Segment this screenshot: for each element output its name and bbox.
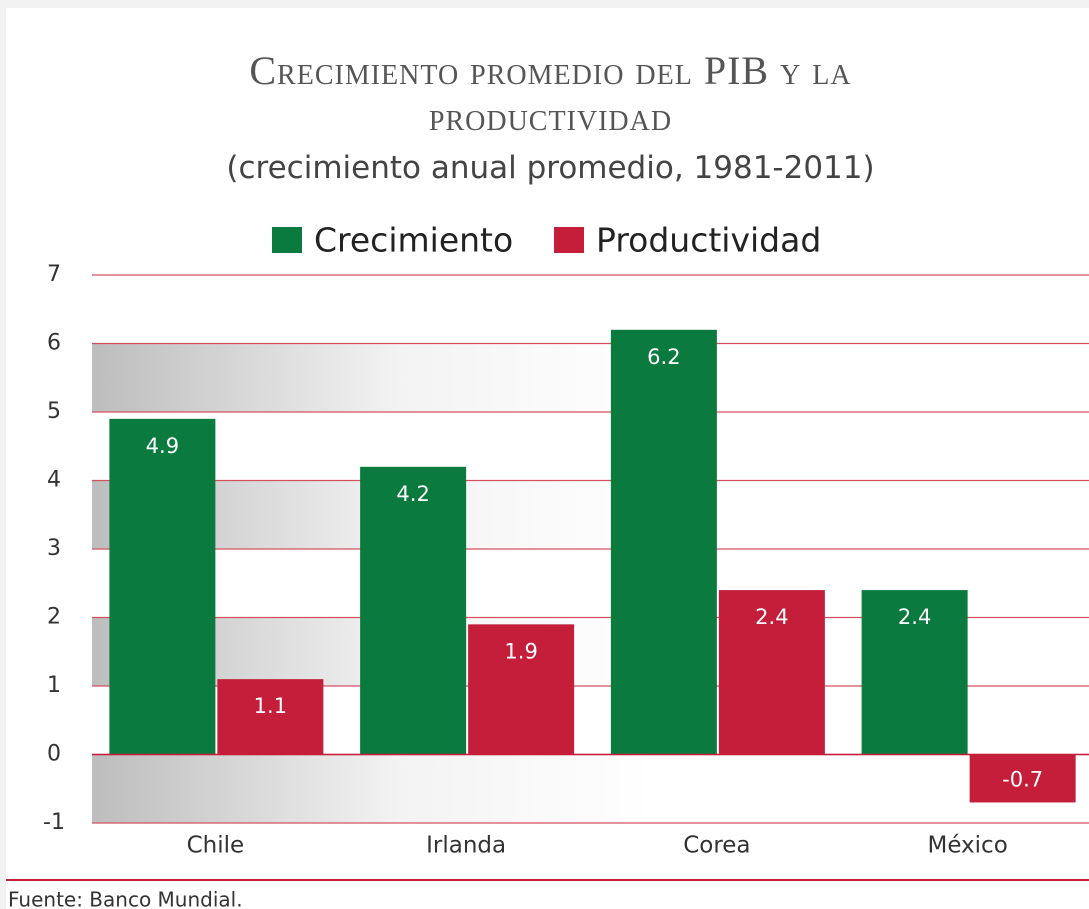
background-band [92, 343, 652, 412]
bar [718, 590, 825, 755]
legend-label: Crecimiento [314, 221, 513, 260]
chart-title: Crecimiento promedio del PIB y la produc… [249, 48, 852, 139]
x-tick-label: Chile [187, 833, 245, 859]
value-label: -0.7 [1002, 767, 1043, 791]
value-label: 6.2 [647, 345, 680, 369]
bar [610, 329, 717, 755]
value-label: 2.4 [755, 605, 788, 629]
chart-subtitle: (crecimiento anual promedio, 1981-2011) [226, 150, 875, 186]
y-tick-label: 6 [47, 331, 61, 356]
value-label: 4.2 [396, 482, 429, 506]
legend-label: Productividad [596, 221, 821, 260]
source: Fuente: Banco Mundial. [8, 888, 243, 909]
bar [969, 754, 1076, 803]
y-tick-label: 5 [47, 399, 61, 424]
x-tick-label: Corea [683, 833, 750, 859]
bar [217, 679, 324, 755]
bar [109, 418, 216, 755]
bar [861, 590, 968, 755]
title-box: Crecimiento promedio del PIB y la produc… [6, 48, 1089, 140]
bar [360, 466, 467, 755]
y-tick-label: 7 [47, 262, 61, 287]
value-label: 1.9 [504, 639, 537, 663]
y-tick-label: 2 [47, 605, 61, 630]
background-band [92, 754, 652, 823]
legend-swatch [272, 227, 302, 253]
y-tick-label: 4 [47, 468, 61, 493]
legend-swatch [554, 227, 584, 253]
chart: -1 0 1 2 3 4 5 6 7 Chile 4.9 1.1 Irlanda 4.2 1.9 Corea 6… [6, 221, 1089, 909]
y-tick-label: 3 [47, 536, 61, 561]
value-label: 1.1 [254, 694, 287, 718]
value-label: 2.4 [898, 605, 931, 629]
bar [468, 624, 575, 755]
y-tick-label: 0 [47, 742, 61, 767]
x-tick-label: México [927, 833, 1007, 859]
y-tick-label: -1 [43, 810, 65, 835]
x-tick-label: Irlanda [426, 833, 506, 859]
value-label: 4.9 [146, 434, 179, 458]
y-tick-label: 1 [47, 673, 61, 698]
